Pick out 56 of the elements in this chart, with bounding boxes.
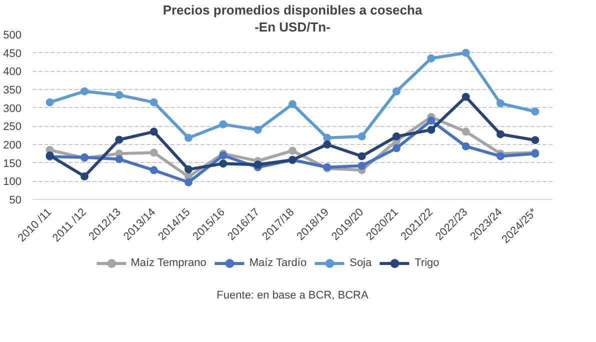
point xyxy=(80,87,88,96)
point xyxy=(115,91,124,99)
point xyxy=(150,98,158,106)
legend-label: Maíz Tardío xyxy=(249,257,307,269)
point xyxy=(358,162,366,170)
legend-label: Soja xyxy=(350,257,372,269)
point xyxy=(427,54,436,62)
point xyxy=(288,100,296,108)
point xyxy=(150,128,158,136)
point xyxy=(427,116,436,125)
point xyxy=(392,87,400,96)
point xyxy=(496,99,504,108)
point xyxy=(184,165,192,174)
legend-label: Trigo xyxy=(414,257,440,269)
point xyxy=(115,136,124,144)
point xyxy=(323,140,332,148)
y-tick-label: 300 xyxy=(3,102,22,115)
point xyxy=(254,160,262,169)
point xyxy=(115,155,124,164)
point xyxy=(392,144,400,152)
point xyxy=(358,152,366,160)
point xyxy=(288,146,296,155)
point xyxy=(219,160,228,168)
chart-title: Precios promedios disponibles a cosecha xyxy=(162,2,423,18)
y-tick-label: 50 xyxy=(9,194,22,206)
point xyxy=(46,98,54,106)
y-tick-label: 400 xyxy=(3,66,22,78)
point xyxy=(150,166,158,174)
y-tick-label: 250 xyxy=(3,121,22,134)
point xyxy=(462,142,470,150)
y-tick-label: 350 xyxy=(3,84,22,96)
point xyxy=(184,178,192,186)
point xyxy=(531,108,540,116)
point xyxy=(184,134,192,142)
point xyxy=(462,92,470,101)
point xyxy=(150,148,158,157)
point xyxy=(531,136,540,144)
point xyxy=(462,48,470,57)
point xyxy=(427,126,436,134)
point xyxy=(323,134,332,142)
y-tick-label: 100 xyxy=(3,176,22,188)
point xyxy=(392,132,400,140)
y-tick-label: 500 xyxy=(3,30,22,42)
source-note: Fuente: en base a BCR, BCRA xyxy=(216,290,369,302)
point xyxy=(496,152,504,160)
point xyxy=(462,128,470,136)
y-tick-label: 200 xyxy=(3,140,22,152)
y-tick-label: 150 xyxy=(3,158,22,170)
chart-subtitle: -En USD/Tn- xyxy=(254,20,330,34)
point xyxy=(254,126,262,134)
y-tick-label: 450 xyxy=(3,48,22,60)
legend-label: Maíz Temprano xyxy=(130,257,206,269)
point xyxy=(496,130,504,138)
point xyxy=(80,172,88,180)
point xyxy=(219,120,228,128)
point xyxy=(358,132,366,140)
